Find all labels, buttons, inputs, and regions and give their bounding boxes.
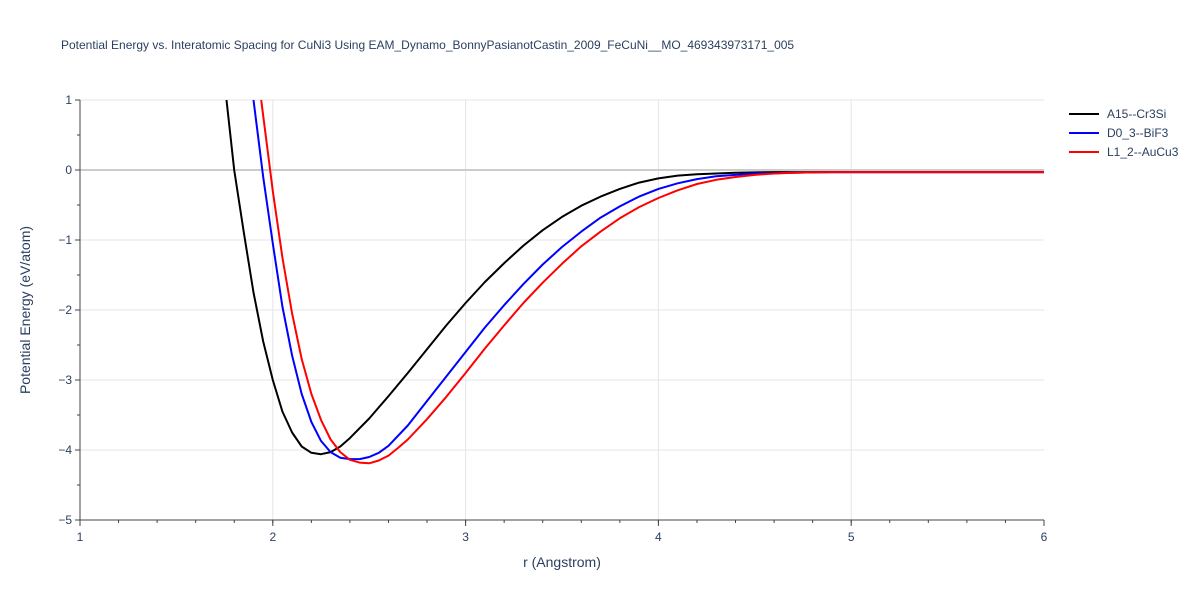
series-group [225,100,1045,465]
chart-title: Potential Energy vs. Interatomic Spacing… [61,38,795,52]
series-line-0[interactable] [225,100,1045,456]
legend-item-d03[interactable]: D0_3--BiF3 [1064,123,1178,142]
legend: A15--Cr3Si D0_3--BiF3 L1_2--AuCu3 [1064,104,1178,161]
legend-swatch-l12 [1069,150,1099,153]
x-tick-label: 3 [462,530,469,544]
legend-label-a15: A15--Cr3Si [1107,106,1167,121]
x-axis-title-text: r (Angstrom) [523,554,601,570]
x-tick-label: 2 [269,530,276,544]
legend-item-l12[interactable]: L1_2--AuCu3 [1064,142,1178,161]
series-line-2[interactable] [260,100,1044,465]
legend-swatch-a15 [1069,112,1099,115]
series-line-1[interactable] [252,100,1045,461]
x-axis-title: r (Angstrom) [80,554,1044,570]
x-tick-label: 4 [655,530,662,544]
grid [80,99,1044,520]
y-tick-label: −5 [58,513,72,527]
x-tick-label: 1 [77,530,84,544]
y-tick-label: −1 [58,233,72,247]
y-tick-label: 0 [65,163,72,177]
y-tick-label: −4 [58,443,72,457]
x-tick-label: 6 [1041,530,1048,544]
x-tick-label: 5 [848,530,855,544]
y-tick-label: −2 [58,303,72,317]
y-axis-title: Potential Energy (eV/atom) [17,225,33,395]
y-tick-label: −3 [58,373,72,387]
y-tick-label: 1 [65,93,72,107]
axes: 1 2 3 4 5 6 1 0 −1 −2 −3 −4 −5 [58,93,1047,544]
legend-swatch-d03 [1069,131,1099,134]
legend-label-d03: D0_3--BiF3 [1107,125,1169,140]
legend-label-l12: L1_2--AuCu3 [1107,144,1179,159]
legend-item-a15[interactable]: A15--Cr3Si [1064,104,1178,123]
